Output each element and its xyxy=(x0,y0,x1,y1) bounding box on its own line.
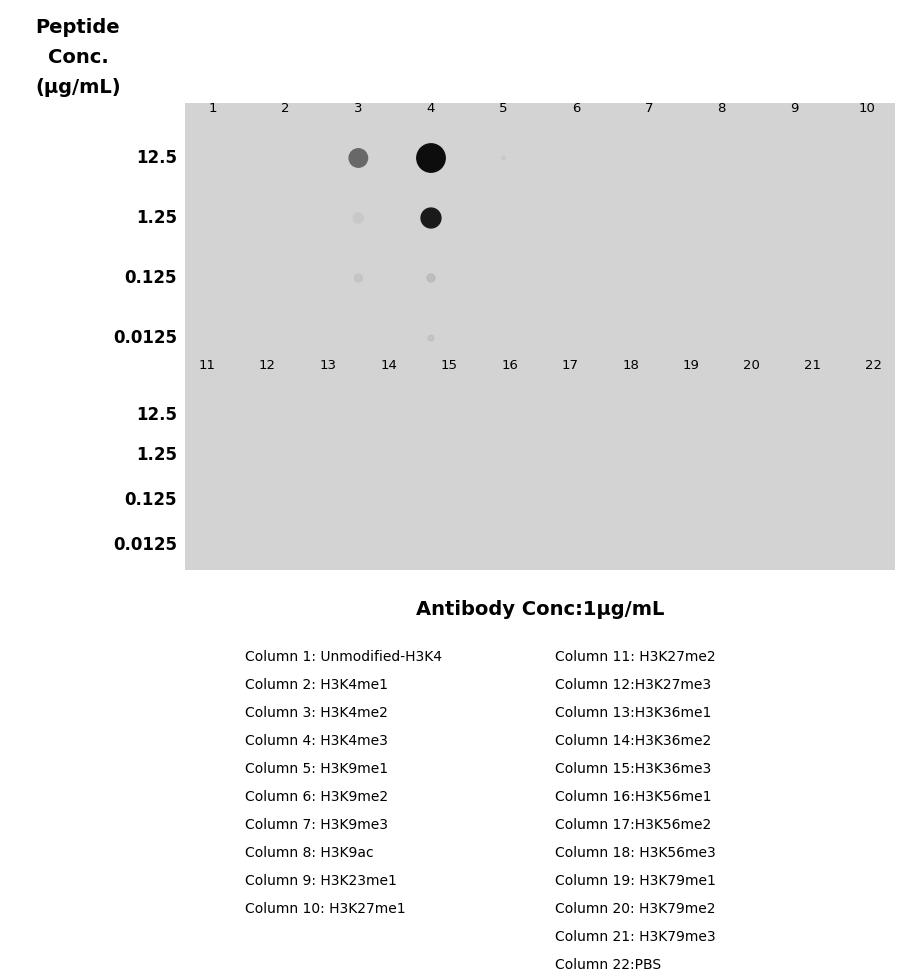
Text: Column 17:H3K56me2: Column 17:H3K56me2 xyxy=(555,818,711,832)
Text: Column 21: H3K79me3: Column 21: H3K79me3 xyxy=(555,930,716,944)
Circle shape xyxy=(428,335,434,341)
Text: Column 6: H3K9me2: Column 6: H3K9me2 xyxy=(245,790,388,804)
Text: 22: 22 xyxy=(865,359,882,372)
Text: 8: 8 xyxy=(718,102,726,115)
Text: 3: 3 xyxy=(354,102,362,115)
Text: Column 12:H3K27me3: Column 12:H3K27me3 xyxy=(555,678,711,692)
Text: 17: 17 xyxy=(562,359,579,372)
Text: 1: 1 xyxy=(209,102,217,115)
Text: 6: 6 xyxy=(572,102,580,115)
Text: 16: 16 xyxy=(501,359,518,372)
Text: 12: 12 xyxy=(259,359,276,372)
Text: 11: 11 xyxy=(198,359,215,372)
Text: Column 16:H3K56me1: Column 16:H3K56me1 xyxy=(555,790,711,804)
Text: Antibody Conc:1μg/mL: Antibody Conc:1μg/mL xyxy=(416,600,664,619)
Circle shape xyxy=(427,274,435,282)
Text: 0.125: 0.125 xyxy=(125,269,177,287)
Text: 14: 14 xyxy=(380,359,397,372)
Circle shape xyxy=(354,274,362,282)
Text: 9: 9 xyxy=(790,102,798,115)
Text: 5: 5 xyxy=(500,102,508,115)
Text: 4: 4 xyxy=(427,102,435,115)
Text: 0.125: 0.125 xyxy=(125,491,177,509)
Text: Column 8: H3K9ac: Column 8: H3K9ac xyxy=(245,846,374,860)
Text: 19: 19 xyxy=(683,359,700,372)
Text: Column 13:H3K36me1: Column 13:H3K36me1 xyxy=(555,706,711,720)
Text: Column 18: H3K56me3: Column 18: H3K56me3 xyxy=(555,846,716,860)
Text: 12.5: 12.5 xyxy=(136,149,177,167)
Text: 1.25: 1.25 xyxy=(136,209,177,227)
Text: Column 20: H3K79me2: Column 20: H3K79me2 xyxy=(555,902,716,916)
Text: 15: 15 xyxy=(440,359,457,372)
Text: 21: 21 xyxy=(804,359,821,372)
Text: 2: 2 xyxy=(282,102,290,115)
Text: 0.0125: 0.0125 xyxy=(113,329,177,347)
Bar xyxy=(185,103,895,570)
Circle shape xyxy=(349,149,368,167)
Text: Conc.: Conc. xyxy=(48,48,109,67)
Circle shape xyxy=(353,213,363,223)
Text: Column 5: H3K9me1: Column 5: H3K9me1 xyxy=(245,762,388,776)
Text: Column 15:H3K36me3: Column 15:H3K36me3 xyxy=(555,762,711,776)
Text: 1.25: 1.25 xyxy=(136,446,177,464)
Text: Column 2: H3K4me1: Column 2: H3K4me1 xyxy=(245,678,388,692)
Text: Column 9: H3K23me1: Column 9: H3K23me1 xyxy=(245,874,396,888)
Text: Column 10: H3K27me1: Column 10: H3K27me1 xyxy=(245,902,405,916)
Circle shape xyxy=(417,144,445,172)
Text: Peptide: Peptide xyxy=(36,18,120,37)
Text: 0.0125: 0.0125 xyxy=(113,536,177,554)
Text: Column 22:PBS: Column 22:PBS xyxy=(555,958,661,972)
Circle shape xyxy=(421,208,441,228)
Text: 12.5: 12.5 xyxy=(136,406,177,424)
Text: 20: 20 xyxy=(744,359,761,372)
Text: Column 19: H3K79me1: Column 19: H3K79me1 xyxy=(555,874,716,888)
Text: Column 14:H3K36me2: Column 14:H3K36me2 xyxy=(555,734,711,748)
Text: Column 11: H3K27me2: Column 11: H3K27me2 xyxy=(555,650,716,664)
Text: Column 3: H3K4me2: Column 3: H3K4me2 xyxy=(245,706,388,720)
Text: Column 1: Unmodified-H3K4: Column 1: Unmodified-H3K4 xyxy=(245,650,442,664)
Text: 18: 18 xyxy=(623,359,640,372)
Text: 10: 10 xyxy=(858,102,875,115)
Text: 13: 13 xyxy=(319,359,336,372)
Text: Column 7: H3K9me3: Column 7: H3K9me3 xyxy=(245,818,388,832)
Circle shape xyxy=(502,157,505,160)
Text: Column 4: H3K4me3: Column 4: H3K4me3 xyxy=(245,734,388,748)
Text: 7: 7 xyxy=(645,102,653,115)
Text: (μg/mL): (μg/mL) xyxy=(35,78,121,97)
